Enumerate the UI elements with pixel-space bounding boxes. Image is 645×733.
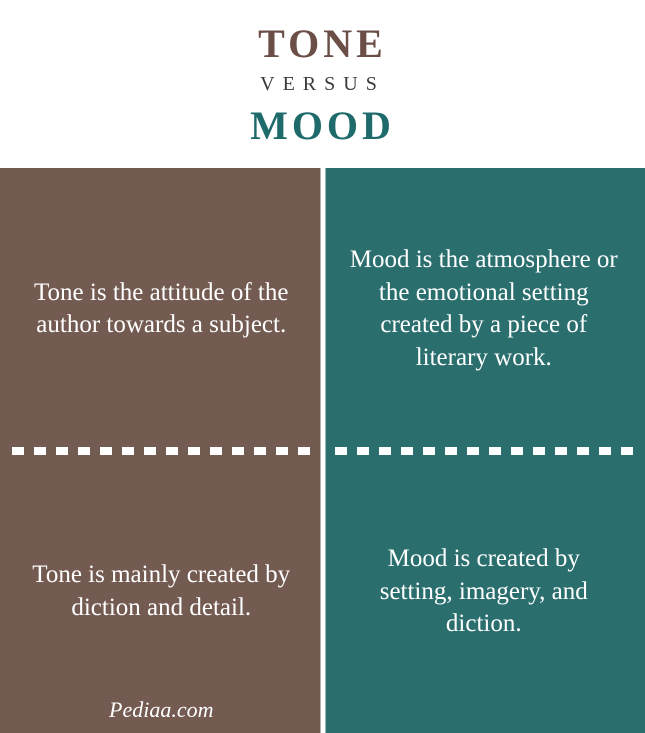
horizontal-dash-left xyxy=(12,447,311,455)
cell-tone-creation: Tone is mainly created by diction and de… xyxy=(0,451,323,733)
title-mood: MOOD xyxy=(250,102,395,149)
horizontal-dash-right xyxy=(335,447,634,455)
cell-mood-creation: Mood is created by setting, imagery, and… xyxy=(323,451,645,733)
source-attribution: Pediaa.com xyxy=(0,697,323,723)
header: TONE VERSUS MOOD xyxy=(0,0,645,168)
infographic-root: TONE VERSUS MOOD Tone is the attitude of… xyxy=(0,0,645,733)
title-tone: TONE xyxy=(258,20,387,67)
cell-tone-definition: Tone is the attitude of the author towar… xyxy=(0,168,323,451)
cell-mood-definition: Mood is the atmosphere or the emotional … xyxy=(323,168,645,451)
vertical-divider xyxy=(320,168,325,733)
comparison-grid: Tone is the attitude of the author towar… xyxy=(0,168,645,733)
title-versus: VERSUS xyxy=(260,73,385,96)
